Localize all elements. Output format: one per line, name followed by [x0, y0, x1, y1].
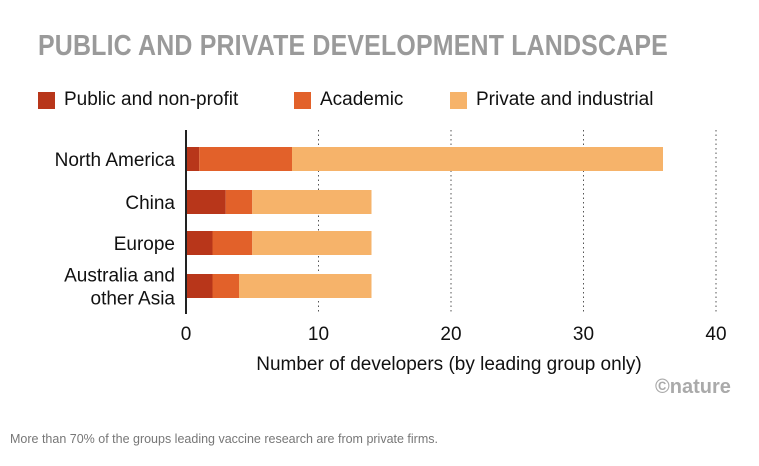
- category-label-0: North America: [55, 150, 176, 171]
- legend-label-private: Private and industrial: [476, 89, 654, 110]
- bar-0-series-1: [199, 147, 292, 171]
- bar-3-series-2: [239, 274, 372, 298]
- bar-0-series-2: [292, 147, 663, 171]
- category-label-2: Europe: [114, 234, 175, 255]
- bar-1-series-0: [186, 190, 226, 214]
- category-label-3: Australia and other Asia: [64, 266, 175, 310]
- legend-label-public: Public and non-profit: [64, 89, 239, 110]
- x-tick-label-0: 0: [181, 324, 192, 345]
- figure-caption: More than 70% of the groups leading vacc…: [10, 432, 438, 446]
- nature-logo: ©nature: [655, 376, 731, 398]
- bar-3-series-0: [186, 274, 213, 298]
- bar-1-series-2: [252, 190, 372, 214]
- x-tick-label-40: 40: [705, 324, 726, 345]
- legend-label-academic: Academic: [320, 89, 404, 110]
- bar-2-series-0: [186, 231, 213, 255]
- bar-1-series-1: [225, 190, 253, 214]
- legend-swatch-private: [450, 92, 467, 109]
- bar-2-series-2: [252, 231, 372, 255]
- bar-3-series-1: [212, 274, 239, 298]
- x-tick-label-20: 20: [440, 324, 461, 345]
- x-tick-label-30: 30: [573, 324, 594, 345]
- chart-plot: North America China Europe Australia and oth…: [55, 130, 727, 375]
- bar-0-series-0: [186, 147, 200, 171]
- legend-swatch-academic: [294, 92, 311, 109]
- legend-swatch-public: [38, 92, 55, 109]
- x-axis-title: Number of developers (by leading group o…: [256, 354, 642, 375]
- chart-title: PUBLIC AND PRIVATE DEVELOPMENT LANDSCAPE: [38, 30, 668, 62]
- chart-figure: PUBLIC AND PRIVATE DEVELOPMENT LANDSCAPE…: [38, 30, 731, 398]
- bar-2-series-1: [212, 231, 253, 255]
- x-tick-label-10: 10: [308, 324, 329, 345]
- category-label-1: China: [125, 193, 175, 214]
